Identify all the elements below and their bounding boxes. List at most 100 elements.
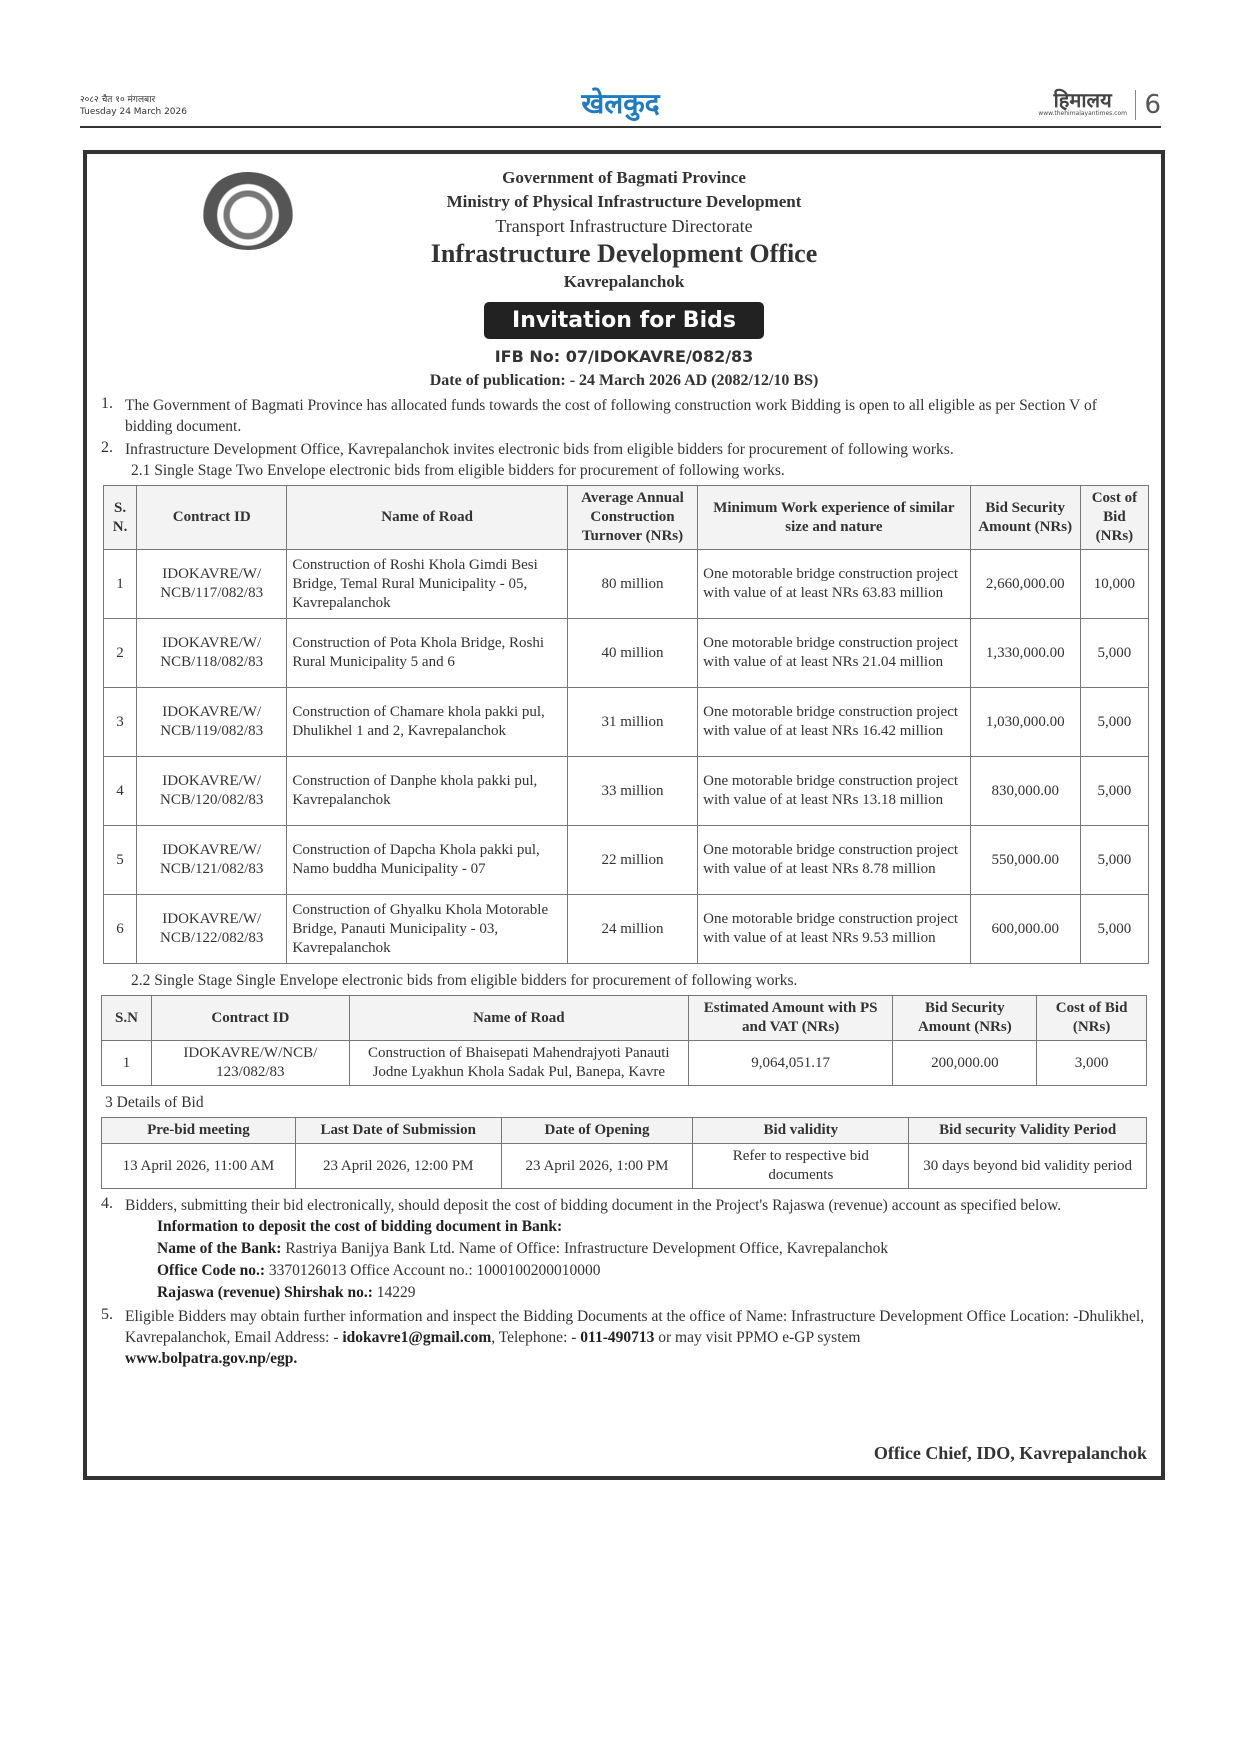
table-cell: 1,030,000.00 <box>969 687 1081 757</box>
table-cell: IDOKAVRE/W/ NCB/117/082/83 <box>136 549 288 619</box>
table-row: 1 IDOKAVRE/W/ NCB/117/082/83 Construction … <box>102 549 1150 619</box>
ifb-number: IFB No: 07/IDOKAVRE/082/83 <box>494 347 754 366</box>
email-link[interactable]: idokavre1@gmail.com <box>342 1329 492 1346</box>
table-cell: 5,000 <box>1079 894 1150 964</box>
column-header: Bid Security Amount (NRs) <box>969 485 1081 550</box>
bid-notice: Government of Bagmati Province Ministry … <box>83 150 1165 1480</box>
table-cell: 10,000 <box>1079 549 1150 619</box>
table-cell: Construction of Danphe khola pakki pul, … <box>286 756 568 826</box>
column-header: Last Date of Submission <box>294 1117 502 1144</box>
clause-2-1: 2.1 Single Stage Two Envelope electronic… <box>131 462 785 479</box>
clause-4: 4. Bidders, submitting their bid electron… <box>101 1195 1062 1214</box>
table-cell: IDOKAVRE/W/ NCB/118/082/83 <box>136 618 288 688</box>
table-cell: IDOKAVRE/W/ NCB/122/082/83 <box>136 894 288 964</box>
table-cell: 5,000 <box>1079 618 1150 688</box>
table-cell: Construction of Ghyalku Khola Motorable … <box>286 894 568 964</box>
column-header: Bid security Validity Period <box>908 1117 1147 1144</box>
newspaper-logo: हिमालय www.thehimalayantimes.com <box>1038 88 1127 117</box>
table-cell: Construction of Dapcha Khola pakki pul, … <box>286 825 568 895</box>
column-header: Contract ID <box>136 485 288 550</box>
website-link[interactable]: www.bolpatra.gov.np/egp. <box>125 1350 298 1367</box>
table-cell: 5,000 <box>1079 825 1150 895</box>
table-cell: Construction of Roshi Khola Gimdi Besi B… <box>286 549 568 619</box>
column-header: Minimum Work experience of similar size … <box>697 485 971 550</box>
page-number: 6 <box>1135 90 1161 120</box>
clause-1: 1. The Government of Bagmati Province has… <box>101 395 1097 435</box>
column-header: Date of Opening <box>500 1117 694 1144</box>
government-emblem-icon <box>202 172 294 250</box>
table-cell: 13 April 2026, 11:00 AM <box>101 1143 296 1189</box>
table-cell: 1,330,000.00 <box>969 618 1081 688</box>
table-cell: Construction of Pota Khola Bridge, Roshi… <box>286 618 568 688</box>
date-nepali: २०८२ चैत १० मंगलबार <box>80 95 156 105</box>
table-cell: 80 million <box>566 549 699 619</box>
header-date: २०८२ चैत १० मंगलबार Tuesday 24 March 2026 <box>80 94 187 118</box>
office-name: Infrastructure Development Office <box>430 239 818 268</box>
table-row: 6 IDOKAVRE/W/ NCB/122/082/83 Construction … <box>102 894 1150 964</box>
clause-3: 3 Details of Bid <box>105 1094 204 1111</box>
table-cell: 9,064,051.17 <box>687 1040 894 1086</box>
table-cell: IDOKAVRE/W/ NCB/119/082/83 <box>136 687 288 757</box>
table-cell: 2 <box>102 618 138 688</box>
clause-2-2: 2.2 Single Stage Single Envelope electro… <box>131 972 798 989</box>
table-single-envelope: S.N Contract ID Name of Road Estimated Amou… <box>101 995 1147 1086</box>
column-header: Pre-bid meeting <box>101 1117 296 1144</box>
directorate-name: Transport Infrastructure Directorate <box>495 216 753 236</box>
table-cell: 5,000 <box>1079 687 1150 757</box>
table-two-envelope: S. N. Contract ID Name of Road Average Annu… <box>102 485 1150 964</box>
table-cell: One motorable bridge construction projec… <box>697 825 971 895</box>
column-header: Average Annual Construction Turnover (NR… <box>566 485 699 550</box>
table-cell: 1 <box>101 1040 152 1086</box>
bank-label: Name of the Bank: <box>157 1240 282 1257</box>
column-header: S.N <box>101 995 152 1041</box>
table-cell: One motorable bridge construction projec… <box>697 618 971 688</box>
table-row: 1 IDOKAVRE/W/NCB/ 123/082/83 Construction … <box>101 1040 1147 1086</box>
clause-5: 5. Eligible Bidders may obtain further in… <box>101 1306 1145 1367</box>
page-header: २०८२ चैत १० मंगलबार Tuesday 24 March 2026… <box>80 87 1161 128</box>
table-cell: 830,000.00 <box>969 756 1081 826</box>
clause-2: 2. Infrastructure Development Office, Kav… <box>101 439 954 458</box>
section-title: खेलकुद <box>581 87 660 120</box>
table-cell: IDOKAVRE/W/ NCB/120/082/83 <box>136 756 288 826</box>
table-row: 2 IDOKAVRE/W/ NCB/118/082/83 Construction … <box>102 618 1150 688</box>
table-row: 3 IDOKAVRE/W/ NCB/119/082/83 Construction … <box>102 687 1150 757</box>
table-cell: 23 April 2026, 12:00 PM <box>294 1143 502 1189</box>
government-name: Government of Bagmati Province <box>502 168 746 187</box>
column-header: Bid validity <box>692 1117 910 1144</box>
table-row: 13 April 2026, 11:00 AM 23 April 2026, 12… <box>101 1143 1147 1189</box>
column-header: Contract ID <box>150 995 350 1041</box>
table-cell: 550,000.00 <box>969 825 1081 895</box>
signature: Office Chief, IDO, Kavrepalanchok <box>873 1443 1147 1463</box>
column-header: Name of Road <box>348 995 689 1041</box>
table-cell: One motorable bridge construction projec… <box>697 894 971 964</box>
table-cell: 24 million <box>566 894 699 964</box>
bank-heading: Information to deposit the cost of biddi… <box>157 1218 563 1235</box>
table-cell: IDOKAVRE/W/NCB/ 123/082/83 <box>150 1040 350 1086</box>
table-cell: IDOKAVRE/W/ NCB/121/082/83 <box>136 825 288 895</box>
ministry-name: Ministry of Physical Infrastructure Deve… <box>446 192 802 211</box>
column-header: Bid Security Amount (NRs) <box>892 995 1038 1041</box>
table-cell: 30 days beyond bid validity period <box>908 1143 1147 1189</box>
table-cell: 23 April 2026, 1:00 PM <box>500 1143 694 1189</box>
table-cell: 3,000 <box>1036 1040 1147 1086</box>
code-value: 3370126013 Office Account no.: 100010020… <box>265 1262 601 1279</box>
table-cell: 4 <box>102 756 138 826</box>
table-cell: One motorable bridge construction projec… <box>697 756 971 826</box>
code-label: Office Code no.: <box>157 1262 266 1279</box>
phone-number: 011-490713 <box>580 1329 655 1346</box>
shirshak-label: Rajaswa (revenue) Shirshak no.: <box>157 1284 373 1301</box>
bank-value: Rastriya Banijya Bank Ltd. Name of Offic… <box>281 1240 889 1257</box>
column-header: S. N. <box>102 485 138 550</box>
table-cell: 3 <box>102 687 138 757</box>
column-header: Cost of Bid (NRs) <box>1079 485 1150 550</box>
table-bid-details: Pre-bid meeting Last Date of Submission Da… <box>101 1117 1147 1189</box>
table-cell: 200,000.00 <box>892 1040 1038 1086</box>
table-row: 4 IDOKAVRE/W/ NCB/120/082/83 Construction … <box>102 756 1150 826</box>
table-cell: Refer to respective bid documents <box>692 1143 910 1189</box>
column-header: Cost of Bid (NRs) <box>1036 995 1147 1041</box>
table-cell: 31 million <box>566 687 699 757</box>
table-cell: 600,000.00 <box>969 894 1081 964</box>
bank-info: Information to deposit the cost of biddi… <box>157 1216 1147 1304</box>
table-cell: 5,000 <box>1079 756 1150 826</box>
table-cell: Construction of Bhaisepati Mahendrajyoti… <box>348 1040 689 1086</box>
